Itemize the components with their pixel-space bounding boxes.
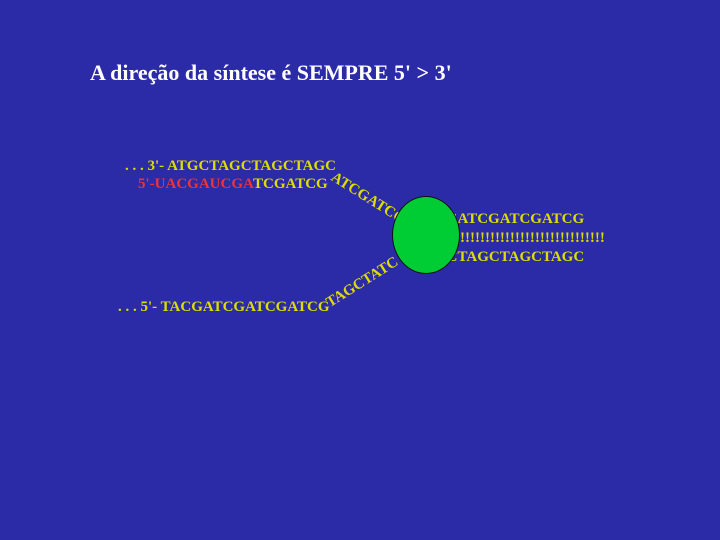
seq-diag-bot: TAGCTATC xyxy=(323,254,401,312)
seq-rna-primer-dna: TCGATCG xyxy=(253,176,328,193)
slide-title: A direção da síntese é SEMPRE 5' > 3' xyxy=(90,60,452,86)
replication-oval-icon xyxy=(392,196,460,274)
seq-bottom-5prime: . . . 5'- TACGATCGATCGATCG xyxy=(118,299,330,316)
seq-top-3prime: . . . 3'- ATGCTAGCTAGCTAGC xyxy=(125,158,336,175)
seq-right-mid: !!!!!!!!!!!!!!!!!!!!!!!!!!!!!!!!!! xyxy=(435,230,605,247)
slide: A direção da síntese é SEMPRE 5' > 3' . … xyxy=(0,0,720,540)
seq-rna-primer-prefix: 5'-UACGAUCGA xyxy=(138,176,254,193)
seq-right-bot: GCTAGCTAGCTAGC xyxy=(435,249,584,266)
